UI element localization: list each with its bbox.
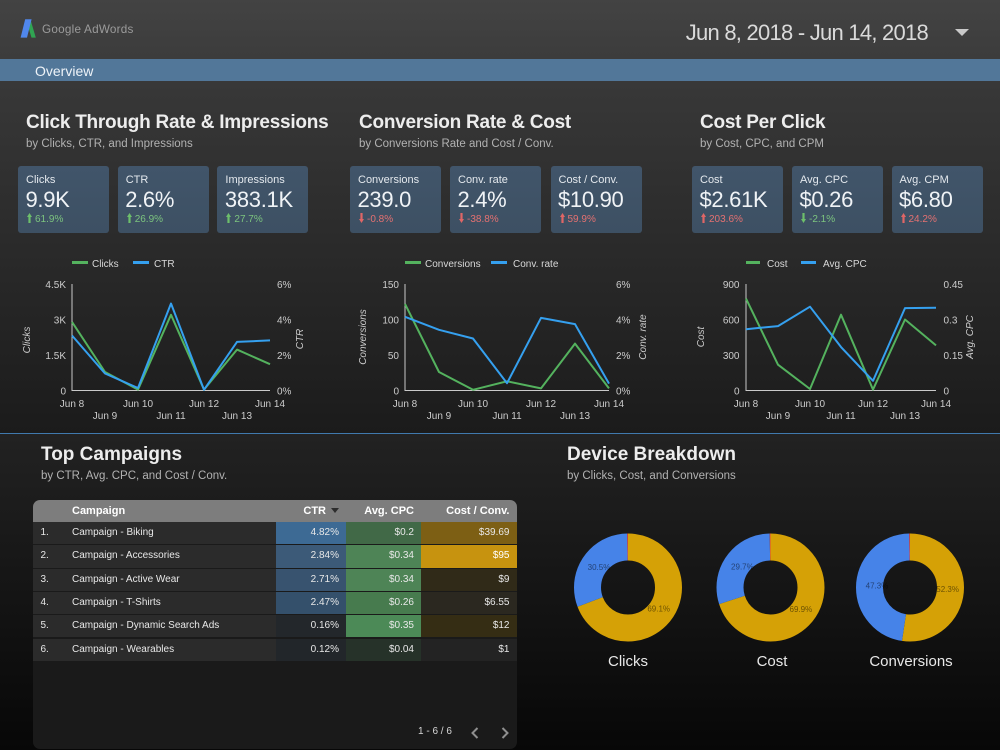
- svg-text:Clicks: Clicks: [608, 653, 648, 670]
- svg-text:2%: 2%: [277, 351, 292, 362]
- svg-text:2%: 2%: [616, 351, 631, 362]
- svg-text:Conversions: Conversions: [358, 309, 369, 365]
- svg-text:4.5K: 4.5K: [45, 280, 66, 291]
- svg-text:Jun 12: Jun 12: [858, 399, 888, 410]
- svg-text:4%: 4%: [277, 315, 292, 326]
- svg-text:Cost: Cost: [757, 653, 789, 670]
- svg-text:50: 50: [388, 351, 400, 362]
- svg-text:Jun 8: Jun 8: [393, 399, 418, 410]
- svg-text:Jun 8: Jun 8: [60, 399, 85, 410]
- svg-text:Jun 12: Jun 12: [189, 399, 219, 410]
- svg-text:Avg. CPC: Avg. CPC: [965, 314, 976, 359]
- svg-text:Jun 10: Jun 10: [795, 399, 825, 410]
- svg-text:Jun 13: Jun 13: [222, 411, 252, 422]
- svg-text:CTR: CTR: [154, 259, 175, 270]
- svg-text:0%: 0%: [616, 387, 631, 398]
- svg-text:0: 0: [944, 387, 950, 398]
- svg-text:0.15: 0.15: [944, 351, 964, 362]
- svg-text:Conversions: Conversions: [425, 259, 481, 270]
- svg-text:Jun 14: Jun 14: [594, 399, 624, 410]
- svg-text:Avg. CPC: Avg. CPC: [823, 259, 867, 270]
- svg-text:Jun 14: Jun 14: [921, 399, 951, 410]
- svg-text:Jun 10: Jun 10: [458, 399, 488, 410]
- svg-text:900: 900: [723, 280, 740, 291]
- svg-text:Jun 11: Jun 11: [492, 411, 522, 422]
- svg-text:6%: 6%: [277, 280, 292, 291]
- svg-text:Conv. rate: Conv. rate: [638, 314, 649, 360]
- svg-text:Jun 13: Jun 13: [890, 411, 920, 422]
- svg-text:Jun 9: Jun 9: [766, 411, 791, 422]
- svg-text:3K: 3K: [54, 315, 67, 326]
- svg-text:100: 100: [382, 315, 399, 326]
- svg-text:Jun 14: Jun 14: [255, 399, 285, 410]
- svg-text:0: 0: [60, 387, 66, 398]
- svg-text:69.1%: 69.1%: [647, 605, 670, 614]
- svg-text:Jun 13: Jun 13: [560, 411, 590, 422]
- svg-text:Clicks: Clicks: [22, 327, 33, 354]
- svg-text:150: 150: [382, 280, 399, 291]
- svg-text:0.3: 0.3: [944, 315, 958, 326]
- svg-text:Jun 9: Jun 9: [427, 411, 452, 422]
- svg-text:600: 600: [723, 315, 740, 326]
- svg-text:Jun 9: Jun 9: [93, 411, 118, 422]
- svg-text:Jun 11: Jun 11: [156, 411, 186, 422]
- svg-text:0%: 0%: [277, 387, 292, 398]
- svg-text:4%: 4%: [616, 315, 631, 326]
- svg-text:1.5K: 1.5K: [45, 351, 66, 362]
- svg-text:Conversions: Conversions: [869, 653, 952, 670]
- svg-text:0: 0: [734, 387, 740, 398]
- svg-text:30.5%: 30.5%: [588, 563, 611, 572]
- svg-text:52.3%: 52.3%: [936, 585, 959, 594]
- svg-text:0.45: 0.45: [944, 280, 964, 291]
- svg-text:Jun 10: Jun 10: [123, 399, 153, 410]
- svg-text:47.3%: 47.3%: [866, 581, 889, 590]
- svg-text:Clicks: Clicks: [92, 259, 119, 270]
- svg-text:CTR: CTR: [295, 329, 306, 350]
- svg-text:Jun 8: Jun 8: [734, 399, 759, 410]
- svg-text:69.9%: 69.9%: [790, 605, 813, 614]
- svg-text:Jun 12: Jun 12: [526, 399, 556, 410]
- svg-text:Cost: Cost: [696, 325, 707, 347]
- svg-text:Jun 11: Jun 11: [826, 411, 856, 422]
- svg-text:Cost: Cost: [767, 259, 788, 270]
- svg-text:29.7%: 29.7%: [731, 563, 754, 572]
- svg-text:6%: 6%: [616, 280, 631, 291]
- svg-text:0: 0: [393, 387, 399, 398]
- svg-text:Conv. rate: Conv. rate: [513, 259, 559, 270]
- svg-text:300: 300: [723, 351, 740, 362]
